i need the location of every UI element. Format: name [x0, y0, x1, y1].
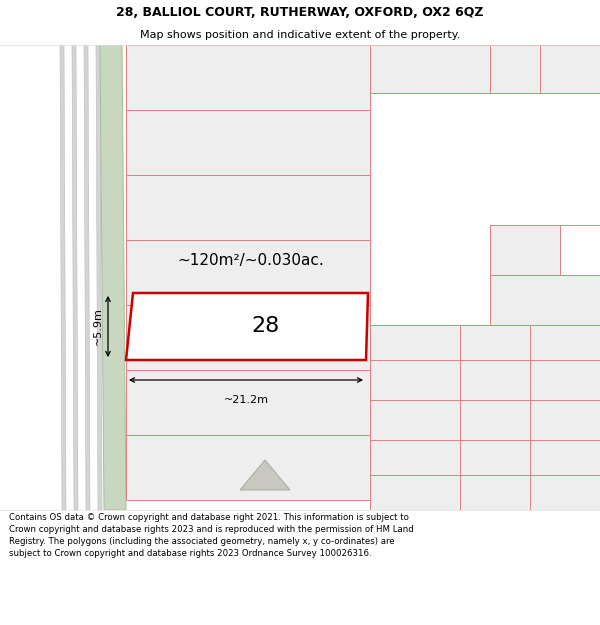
Text: 28: 28 — [251, 316, 280, 336]
Bar — [560, 225, 600, 275]
Text: Contains OS data © Crown copyright and database right 2021. This information is : Contains OS data © Crown copyright and d… — [9, 514, 414, 558]
Bar — [540, 45, 600, 93]
Text: ~21.2m: ~21.2m — [223, 395, 269, 405]
Bar — [126, 110, 370, 175]
Bar — [490, 225, 600, 275]
Bar — [490, 275, 600, 325]
Bar — [126, 305, 370, 370]
Bar — [126, 175, 370, 240]
Bar — [126, 435, 370, 500]
Bar — [370, 325, 600, 510]
Text: ~5.9m: ~5.9m — [93, 308, 103, 346]
Text: Map shows position and indicative extent of the property.: Map shows position and indicative extent… — [140, 30, 460, 40]
Polygon shape — [240, 460, 290, 490]
Bar — [490, 45, 540, 93]
Text: 28, BALLIOL COURT, RUTHERWAY, OXFORD, OX2 6QZ: 28, BALLIOL COURT, RUTHERWAY, OXFORD, OX… — [116, 6, 484, 19]
Bar — [370, 45, 490, 93]
Bar — [126, 370, 370, 435]
Polygon shape — [72, 45, 78, 510]
Polygon shape — [126, 293, 368, 360]
Polygon shape — [100, 45, 126, 510]
Bar — [126, 45, 370, 110]
Text: ~120m²/~0.030ac.: ~120m²/~0.030ac. — [177, 253, 324, 268]
Bar — [126, 240, 370, 305]
Polygon shape — [84, 45, 90, 510]
Polygon shape — [60, 45, 66, 510]
Polygon shape — [96, 45, 102, 510]
